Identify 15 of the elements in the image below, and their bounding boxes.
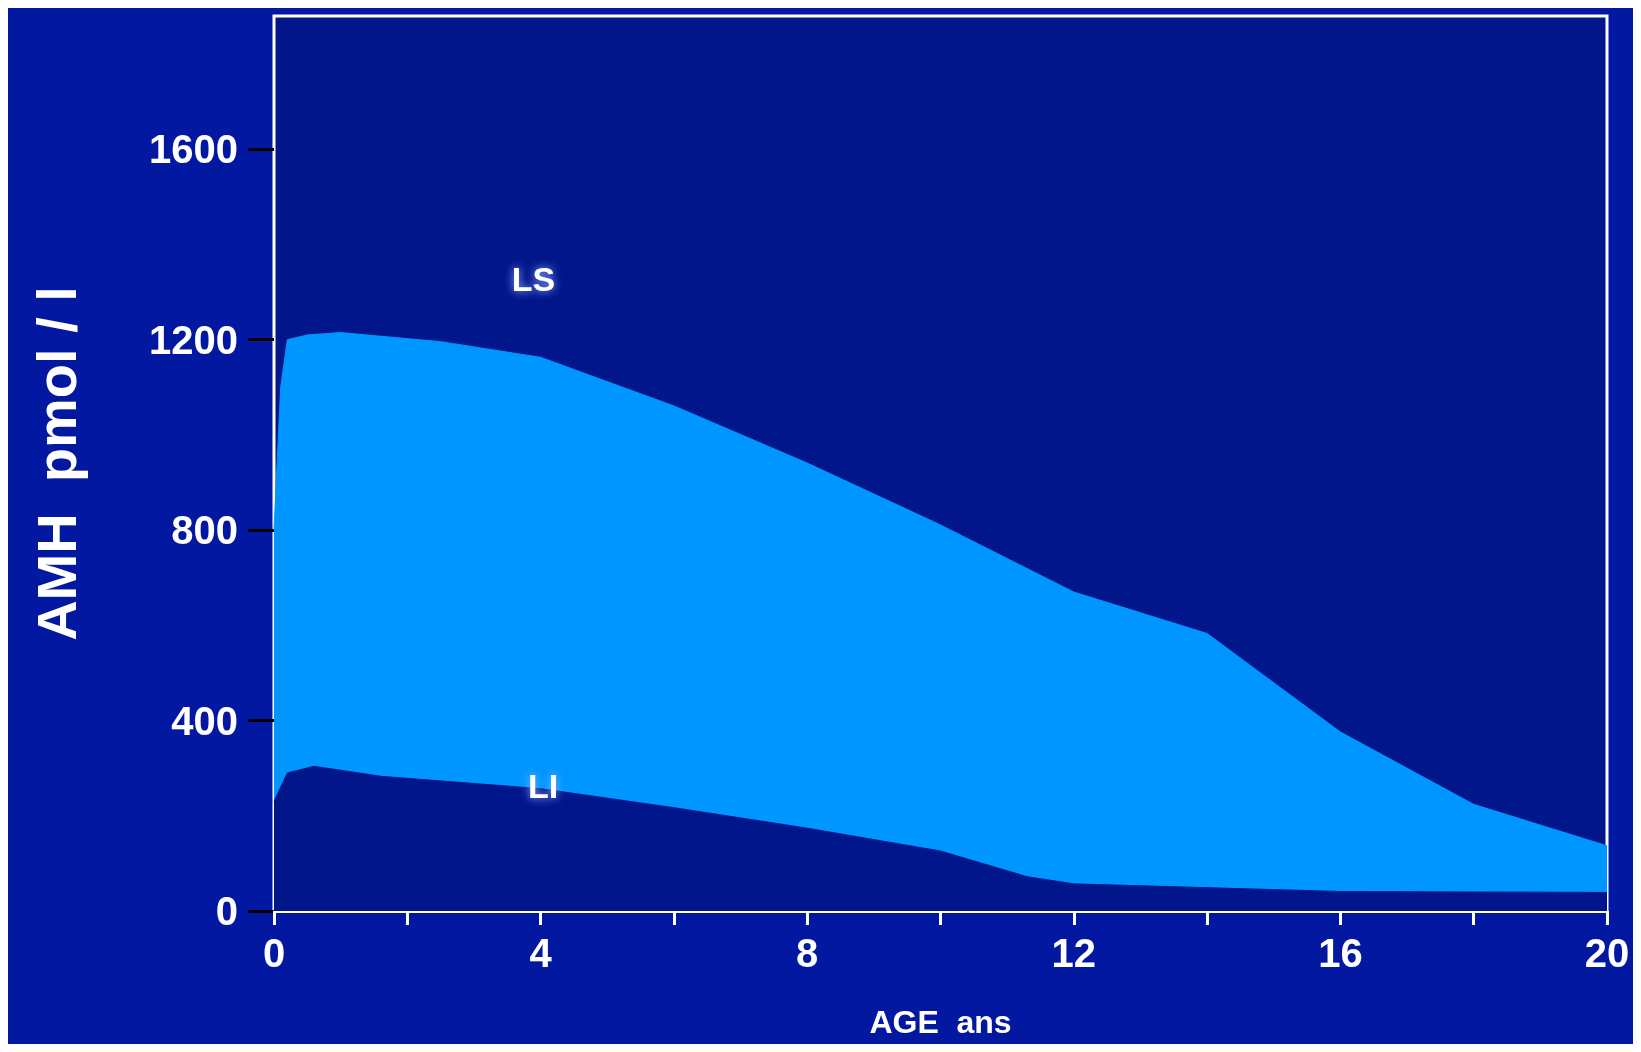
- x-axis-title: AGE ans: [869, 1004, 1012, 1040]
- annotation: LI: [528, 767, 559, 806]
- x-tick-label: 4: [529, 931, 553, 975]
- x-tick-label: 8: [796, 931, 819, 975]
- y-axis-title: AMH pmol / l: [24, 286, 88, 641]
- y-tick-label: 0: [215, 889, 238, 933]
- x-tick-label: 16: [1318, 931, 1363, 975]
- annotation: LS: [511, 259, 556, 298]
- x-tick-label: 0: [262, 931, 286, 975]
- x-tick-label: 20: [1584, 931, 1630, 975]
- y-tick-label: 400: [171, 698, 238, 743]
- y-tick-label: 1600: [149, 127, 238, 172]
- y-tick-label: 800: [171, 508, 238, 553]
- y-tick-label: 1200: [149, 317, 238, 362]
- x-tick-label: 12: [1051, 931, 1097, 975]
